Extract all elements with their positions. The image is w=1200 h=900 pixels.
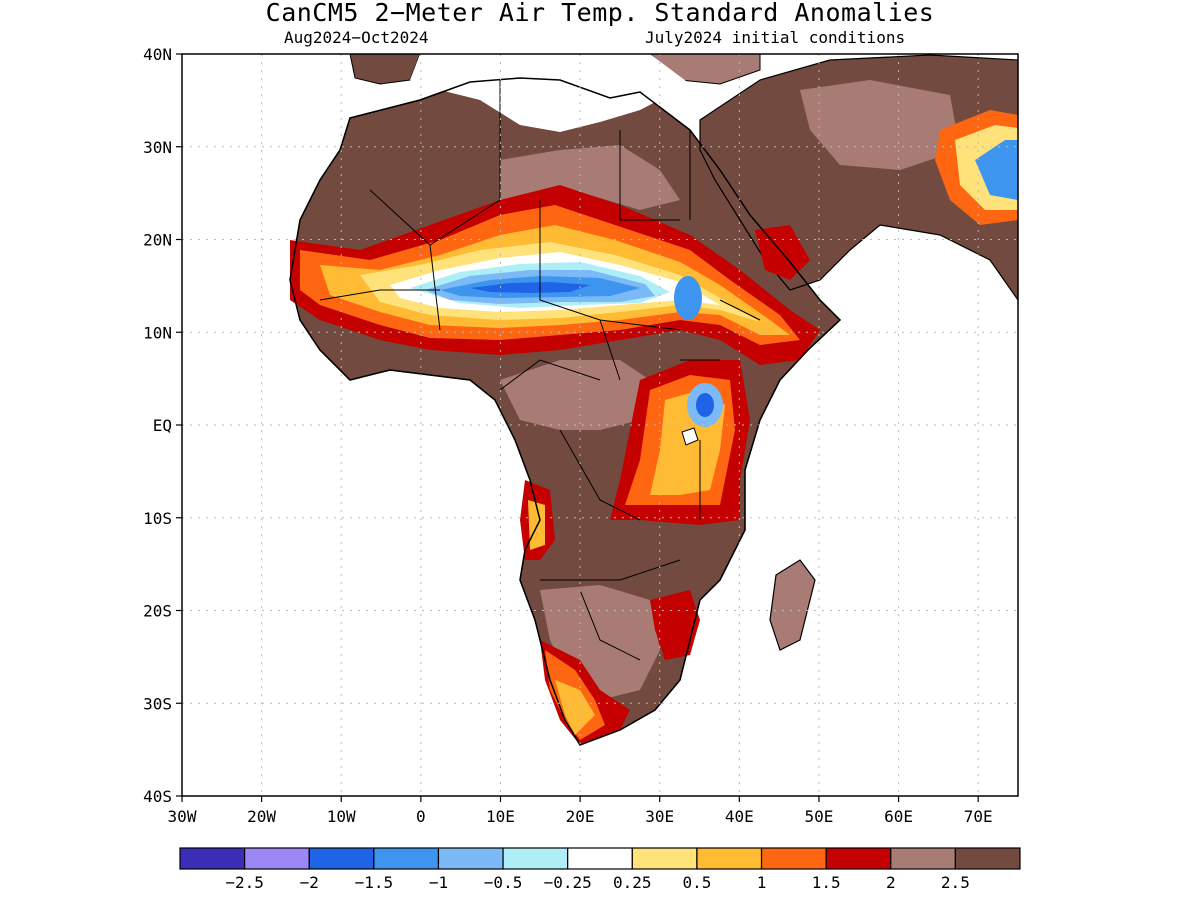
colorbar-swatch <box>308 847 375 870</box>
lon-tick-label: 10E <box>486 807 515 826</box>
colorbar-label: −2.5 <box>225 873 264 892</box>
colorbar-swatch <box>760 847 827 870</box>
lake-victoria <box>681 427 699 446</box>
colorbar-label: −2 <box>300 873 319 892</box>
gridlines <box>182 54 1018 796</box>
longitude-axis: 30W 20W 10W 0 10E 20E 30E 40E 50E 60E 70E <box>168 796 993 826</box>
colorbar: −2.5 −2 −1.5 −1 −0.5 −0.25 0.25 0.5 1 1.5 2 2.5 <box>179 847 1021 892</box>
anomaly-mozambique <box>650 590 700 660</box>
colorbar-swatch <box>954 847 1021 870</box>
colorbar-swatch <box>890 847 956 870</box>
colorbar-label: 1 <box>757 873 767 892</box>
mediterranean-sea <box>410 54 690 132</box>
anomaly-band-neg-1-5 <box>470 282 590 293</box>
colorbar-swatch <box>567 847 633 870</box>
anomaly-2-madagascar <box>770 560 815 650</box>
anomaly-2-arabia <box>800 80 960 170</box>
lat-tick-label: 40S <box>143 787 172 806</box>
colorbar-swatch <box>373 847 440 870</box>
anomaly-2-central <box>500 360 650 430</box>
lon-tick-label: 30E <box>645 807 674 826</box>
lat-tick-label: 20S <box>143 602 172 621</box>
colorbar-label: 2.5 <box>941 873 970 892</box>
colorbar-label: −0.25 <box>544 873 592 892</box>
lat-tick-label: 40N <box>143 45 172 64</box>
colorbar-label: −0.5 <box>484 873 523 892</box>
lat-tick-label: EQ <box>153 416 172 435</box>
colorbar-swatch <box>825 847 892 870</box>
lat-tick-label: 10S <box>143 509 172 528</box>
latitude-axis: 40N 30N 20N 10N EQ 10S 20S 30S 40S <box>143 45 182 806</box>
lon-tick-label: 10W <box>327 807 356 826</box>
lon-tick-label: 40E <box>725 807 754 826</box>
anomaly-angola-coast-inner <box>528 500 545 550</box>
lon-tick-label: 50E <box>804 807 833 826</box>
colorbar-label: −1.5 <box>355 873 394 892</box>
colorbar-label: 1.5 <box>812 873 841 892</box>
colorbar-label: −1 <box>429 873 448 892</box>
lat-tick-label: 10N <box>143 323 172 342</box>
lon-tick-label: 30W <box>168 807 197 826</box>
colorbar-swatch <box>502 847 569 870</box>
lon-tick-label: 20W <box>247 807 276 826</box>
europe-landmass <box>349 54 421 85</box>
lon-tick-label: 60E <box>884 807 913 826</box>
anomaly-lake-victoria-core <box>696 393 714 417</box>
lon-tick-label: 0 <box>416 807 426 826</box>
colorbar-swatch <box>696 847 763 870</box>
colorbar-swatch <box>437 847 504 870</box>
lat-tick-label: 30S <box>143 694 172 713</box>
coastline-madagascar <box>769 559 816 651</box>
initial-conditions: July2024 initial conditions <box>645 28 906 47</box>
anomaly-iran-cold <box>975 140 1018 200</box>
anomaly-field <box>289 54 1018 746</box>
lat-tick-label: 20N <box>143 231 172 250</box>
map-title: CanCM5 2−Meter Air Temp. Standard Anomal… <box>265 0 935 27</box>
colorbar-label: 2 <box>886 873 896 892</box>
colorbar-swatch <box>631 847 698 870</box>
colorbar-label: 0.25 <box>613 873 652 892</box>
colorbar-swatch <box>244 847 310 870</box>
forecast-period: Aug2024−Oct2024 <box>284 28 429 47</box>
anomaly-ethiopia-cold <box>674 276 702 320</box>
lat-tick-label: 30N <box>143 138 172 157</box>
lon-tick-label: 70E <box>964 807 993 826</box>
country-borders <box>319 80 761 661</box>
anomaly-south-coast-1 <box>555 680 595 735</box>
coastline-africa <box>289 77 842 746</box>
lon-tick-label: 20E <box>566 807 595 826</box>
colorbar-swatch <box>179 847 246 870</box>
colorbar-label: 0.5 <box>682 873 711 892</box>
